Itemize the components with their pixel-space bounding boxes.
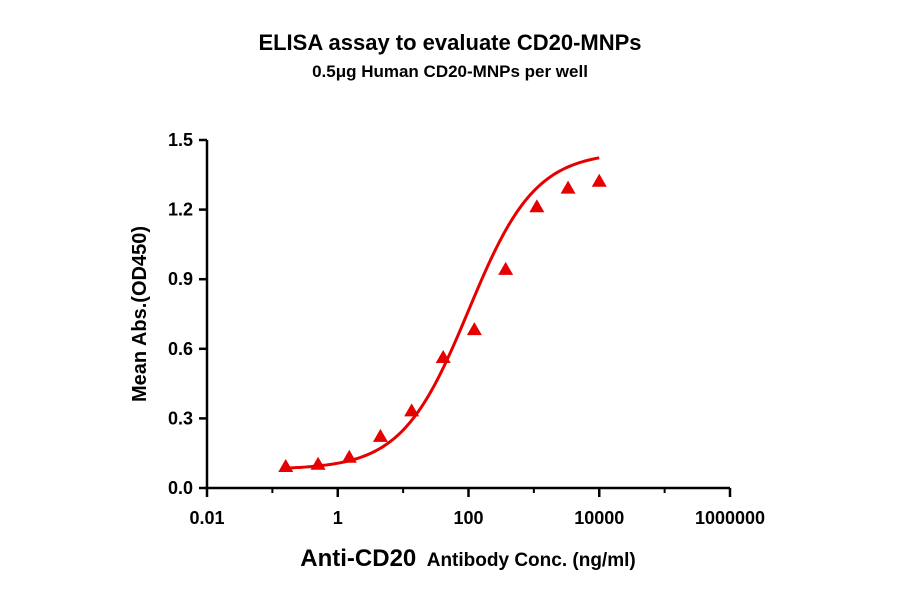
data-point [435, 350, 451, 364]
x-tick-label: 1 [333, 508, 343, 528]
data-point [466, 322, 482, 336]
y-tick-label: 0.9 [168, 269, 193, 289]
x-tick-label: 0.01 [189, 508, 224, 528]
data-point [560, 180, 576, 194]
chart-subtitle: 0.5μg Human CD20-MNPs per well [312, 62, 588, 81]
data-point [310, 456, 326, 470]
x-axis-title-main: Anti-CD20 [300, 545, 416, 572]
x-tick-label: 1000000 [695, 508, 765, 528]
x-axis-title-rest: Antibody Conc. (ng/ml) [427, 550, 636, 571]
y-tick-label: 0.0 [168, 478, 193, 498]
fit-curve [285, 156, 600, 470]
y-tick-label: 0.6 [168, 339, 193, 359]
data-point [498, 261, 514, 275]
y-axis-title: Mean Abs.(OD450) [129, 226, 151, 402]
data-points [278, 173, 607, 473]
x-ticks: 0.01 1 100 10000 1000000 [189, 488, 765, 528]
x-tick-label: 10000 [574, 508, 624, 528]
y-tick-label: 1.5 [168, 130, 193, 150]
x-axis-title: Anti-CD20 Antibody Conc. (ng/ml) [300, 545, 635, 572]
data-point [591, 173, 607, 187]
data-point [529, 199, 545, 213]
y-tick-label: 1.2 [168, 200, 193, 220]
y-tick-label: 0.3 [168, 408, 193, 428]
data-point [341, 449, 357, 463]
data-point [404, 403, 420, 417]
x-tick-label: 100 [453, 508, 483, 528]
chart-title: ELISA assay to evaluate CD20-MNPs [258, 30, 641, 55]
data-point [278, 459, 294, 473]
data-point [372, 428, 388, 442]
y-ticks: 0.0 0.3 0.6 0.9 1.2 1.5 [168, 130, 207, 498]
